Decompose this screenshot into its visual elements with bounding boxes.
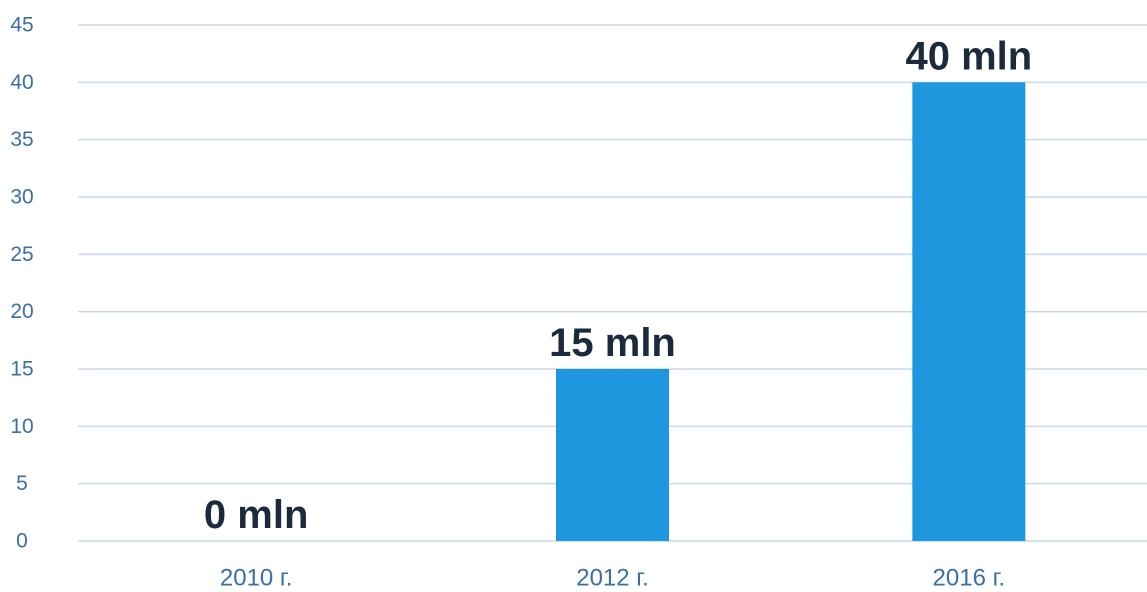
data-label: 40 mln <box>905 34 1032 78</box>
y-tick-label: 5 <box>16 472 28 495</box>
data-labels: 0 mln 15 mln 40 mln <box>204 34 1032 537</box>
y-tick-label: 15 <box>10 358 33 381</box>
y-tick-label: 45 <box>10 14 33 37</box>
x-tick-label: 2010 г. <box>220 565 293 592</box>
bar <box>912 82 1026 541</box>
y-tick-label: 35 <box>10 128 33 151</box>
y-tick-label: 30 <box>10 186 33 209</box>
y-tick-label: 20 <box>10 300 33 323</box>
x-tick-label: 2016 г. <box>933 565 1006 592</box>
gridlines <box>78 24 1147 542</box>
y-tick-label: 25 <box>10 243 33 266</box>
y-axis-ticks: 0 5 10 15 20 25 30 35 40 45 <box>10 14 33 553</box>
y-tick-label: 10 <box>10 415 33 438</box>
bar <box>556 369 669 541</box>
y-tick-label: 0 <box>16 530 28 553</box>
x-axis-ticks: 2010 г. 2012 г. 2016 г. <box>220 565 1005 592</box>
bars <box>556 82 1026 541</box>
data-label: 0 mln <box>204 493 308 537</box>
x-tick-label: 2012 г. <box>576 565 649 592</box>
data-label: 15 mln <box>549 321 676 365</box>
y-tick-label: 40 <box>10 71 33 94</box>
